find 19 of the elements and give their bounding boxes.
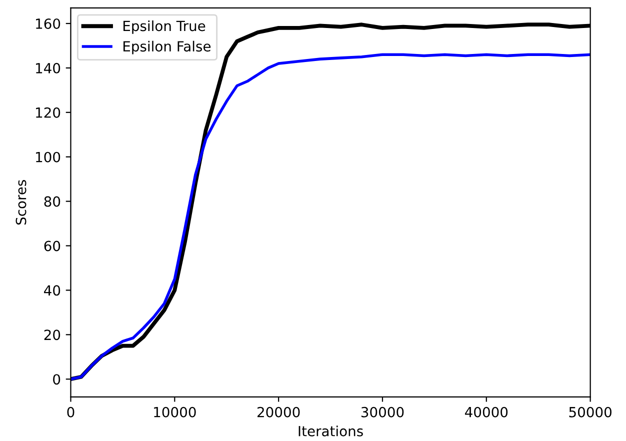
x-tick-label: 30000 [361,406,404,418]
y-axis-title: Scores [16,180,26,225]
y-tick-label: 40 [44,285,60,296]
x-tick-label: 40000 [464,406,508,418]
x-axis-title: Iterations [298,426,363,436]
x-tick-label: 50000 [569,406,612,418]
y-tick-label: 0 [53,374,60,385]
x-tick-label: 10000 [154,406,196,418]
y-tick-label: 60 [44,240,60,252]
y-tick-label: 120 [36,107,60,118]
y-tick-label: 80 [44,196,60,207]
y-tick-label: 100 [36,152,60,162]
x-tick-label: 0 [67,406,74,418]
x-tick-label: 20000 [257,406,300,418]
legend-label: Epsilon False [123,40,211,54]
y-tick-label: 20 [44,330,60,340]
legend-label: Epsilon True [123,20,206,34]
y-tick-label: 140 [36,62,60,74]
y-tick-label: 160 [36,18,60,29]
